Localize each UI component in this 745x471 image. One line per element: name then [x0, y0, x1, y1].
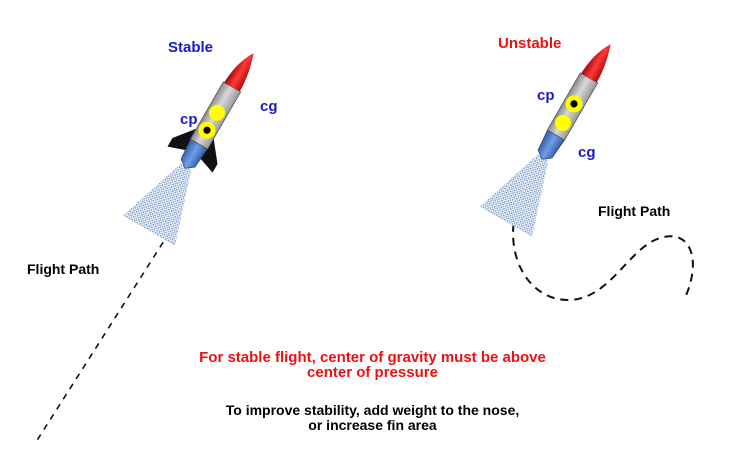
left-fin — [167, 128, 197, 150]
cg-marker — [209, 104, 225, 121]
unstable-flight-path-label: Flight Path — [598, 203, 671, 219]
advice-line-1: To improve stability, add weight to the … — [225, 402, 520, 418]
exhaust-plume — [480, 154, 549, 237]
unstable-title: Unstable — [498, 35, 562, 52]
stability-rule-caption: For stable flight, center of gravity mus… — [0, 350, 745, 380]
unstable-flight-path-curve — [512, 209, 694, 302]
unstable-cg-label: cg — [578, 144, 596, 161]
stable-flight-path-line — [35, 221, 177, 443]
stable-title: Stable — [168, 39, 214, 56]
cg-marker — [555, 114, 571, 131]
rule-line-2: center of pressure — [307, 364, 438, 381]
rule-line-1: For stable flight, center of gravity mus… — [199, 349, 546, 366]
right-fin — [200, 138, 218, 173]
stable-rocket — [123, 53, 254, 246]
cp-center-dot — [203, 126, 211, 134]
stable-cg-label: cg — [260, 98, 278, 115]
stable-flight-path-label: Flight Path — [27, 261, 100, 277]
unstable-cp-label: cp — [537, 87, 555, 104]
unstable-rocket — [480, 44, 611, 237]
rocket-nose — [224, 53, 254, 92]
stable-cp-label: cp — [180, 111, 198, 128]
rocket-nose — [581, 44, 611, 83]
advice-line-2: or increase fin area — [308, 417, 437, 433]
exhaust-plume — [123, 163, 192, 246]
stability-advice-caption: To improve stability, add weight to the … — [0, 403, 745, 433]
cp-center-dot — [570, 100, 578, 108]
